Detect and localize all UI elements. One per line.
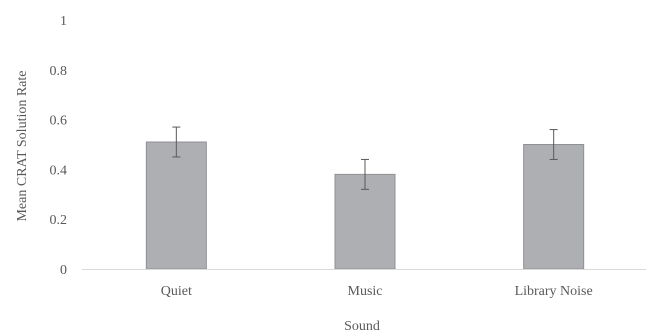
- y-tick-label: 0: [60, 263, 67, 278]
- y-tick-label: 0.4: [50, 163, 68, 178]
- y-tick-label: 0.2: [50, 213, 68, 228]
- error-bar: [549, 129, 558, 160]
- bar: [523, 144, 585, 270]
- x-tick-labels: Quiet Music Library Noise: [161, 284, 593, 299]
- y-tick-label: 0.6: [50, 114, 68, 129]
- error-bar: [172, 126, 181, 158]
- y-tick-labels: 0 0.2 0.4 0.6 0.8 1: [50, 14, 68, 278]
- x-tick-label: Quiet: [161, 284, 192, 299]
- y-tick-label: 1: [60, 14, 67, 29]
- x-tick-label: Music: [348, 284, 383, 299]
- y-axis-title: Mean CRAT Solution Rate: [15, 70, 30, 221]
- y-tick-label: 0.8: [50, 64, 68, 79]
- error-bars: [172, 126, 558, 190]
- bar: [145, 141, 207, 270]
- bar: [334, 173, 396, 270]
- x-axis-title: Sound: [344, 319, 380, 333]
- x-tick-label: Library Noise: [515, 284, 593, 299]
- error-bar: [361, 158, 369, 190]
